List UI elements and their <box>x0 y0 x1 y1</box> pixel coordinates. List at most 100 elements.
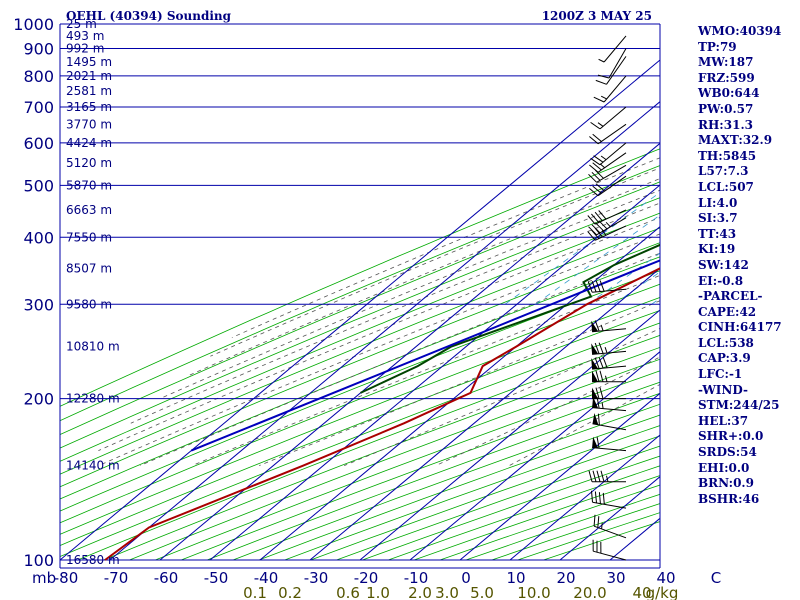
height-label: 5870 m <box>66 178 112 192</box>
dewpoint-profile <box>360 243 660 394</box>
wind-barb-feather <box>597 413 600 426</box>
stat-item: CAP:3.9 <box>698 351 751 366</box>
pressure-tick-label: 1000 <box>13 15 54 34</box>
wind-barb-feather <box>597 516 600 528</box>
wind-barb-feather <box>594 211 603 222</box>
wind-barb-feather <box>599 370 604 382</box>
temperature-tick-label: -20 <box>354 569 379 587</box>
mixing-ratio-label: 40 <box>632 584 651 600</box>
wind-barb-feather <box>599 387 604 399</box>
moist-adiabat <box>159 189 660 399</box>
wind-barb-staff <box>597 123 627 145</box>
wind-barb-feather <box>589 164 599 173</box>
dry-adiabat <box>60 165 660 422</box>
wind-barb <box>592 370 626 383</box>
wind-barb <box>592 539 627 561</box>
wind-barb-feather <box>587 231 596 241</box>
height-label: 25 m <box>66 17 97 31</box>
wind-barb-feather <box>602 356 608 368</box>
stat-item: L57:7.3 <box>698 164 749 179</box>
height-label: 6663 m <box>66 203 112 217</box>
stat-item: STM:244/25 <box>698 398 780 413</box>
wind-barb-half-feather <box>601 402 604 409</box>
wind-barb-feather <box>594 320 600 332</box>
pressure-tick-label: 200 <box>23 390 54 409</box>
isotherm-line <box>159 142 660 561</box>
stat-item: TH:5845 <box>698 148 757 163</box>
isotherm-line <box>409 351 660 561</box>
wind-barb-staff <box>592 350 627 355</box>
height-label: 2021 m <box>66 69 112 83</box>
wind-barb-staff <box>593 525 627 539</box>
wind-barb <box>592 396 627 412</box>
wind-barb-feather <box>587 215 596 225</box>
stat-item: CAPE:42 <box>698 304 757 319</box>
height-label: 3770 m <box>66 117 112 131</box>
stat-item: BRN:0.9 <box>698 476 754 491</box>
wind-barb <box>587 209 627 225</box>
height-label: 7550 m <box>66 230 112 244</box>
wind-barb-half-feather <box>601 522 603 529</box>
chart-title: OEHL (40394) Sounding <box>66 9 232 23</box>
dry-adiabat <box>60 322 660 558</box>
height-label: 12280 m <box>66 392 120 406</box>
height-label: 2581 m <box>66 84 112 98</box>
mixing-ratio-label: g/kg <box>646 584 679 600</box>
wind-barb-staff <box>596 217 627 236</box>
wind-barb-half-feather <box>605 375 608 382</box>
pressure-tick-label: 400 <box>23 228 54 247</box>
wind-barb-feather <box>598 357 604 369</box>
stat-item: TT:43 <box>698 226 737 241</box>
temperature-tick-label: -70 <box>104 569 129 587</box>
stat-item: TP:79 <box>698 39 737 54</box>
isotherm-line <box>359 309 660 561</box>
stat-item: RH:31.3 <box>698 117 753 132</box>
wind-barb-staff <box>592 407 627 412</box>
wind-barb-half-feather <box>600 155 607 161</box>
dry-adiabat <box>60 227 660 475</box>
wind-barb-feather <box>592 470 597 482</box>
wind-barb-staff <box>603 75 627 103</box>
stat-item: SHR+:0.0 <box>698 429 764 444</box>
wind-barb <box>591 320 627 333</box>
wind-barb-feather <box>595 79 607 85</box>
wind-barb <box>588 164 627 183</box>
stat-item: WMO:40394 <box>698 24 782 38</box>
wind-barb-feather <box>602 492 605 505</box>
wind-barb-staff <box>594 209 627 225</box>
height-label: 1495 m <box>66 55 112 69</box>
temperature-tick-label: -50 <box>204 569 229 587</box>
stat-item: EI:-0.8 <box>698 273 744 288</box>
wind-barb-feather <box>595 183 606 192</box>
wind-barb-half-feather <box>600 324 604 331</box>
height-label: 8507 m <box>66 261 112 275</box>
dry-adiabat <box>60 283 660 524</box>
wind-barb-flag <box>591 343 599 355</box>
stat-item: PW:0.57 <box>698 101 754 116</box>
dry-adiabat <box>60 296 660 535</box>
wind-barb-flag <box>591 320 599 332</box>
wind-barb <box>598 35 627 63</box>
isotherm-line <box>60 59 660 561</box>
height-label: 4424 m <box>66 136 112 150</box>
wind-barb-feather <box>600 470 605 482</box>
wind-barb <box>592 413 627 431</box>
moist-adiabats <box>98 157 660 466</box>
stat-item: CINH:64177 <box>698 320 782 335</box>
wind-barb <box>588 470 626 483</box>
height-label: 493 m <box>66 29 104 43</box>
wind-barb <box>589 123 627 145</box>
wind-barb-feather <box>598 342 604 354</box>
dry-adiabat <box>60 181 660 436</box>
wind-barb-staff <box>596 164 627 183</box>
temperature-tick-label: 0 <box>461 569 471 587</box>
wind-barb-feather <box>594 357 600 369</box>
wind-barb-staff <box>592 328 627 333</box>
wind-barb-feather <box>593 96 605 103</box>
wind-barb-feather <box>598 492 601 504</box>
mixing-ratio-label: 0.2 <box>278 584 302 600</box>
wind-barb <box>589 175 627 197</box>
wind-barb <box>591 342 627 355</box>
pressure-tick-label: 700 <box>23 98 54 117</box>
wind-barb-feather <box>591 213 600 223</box>
